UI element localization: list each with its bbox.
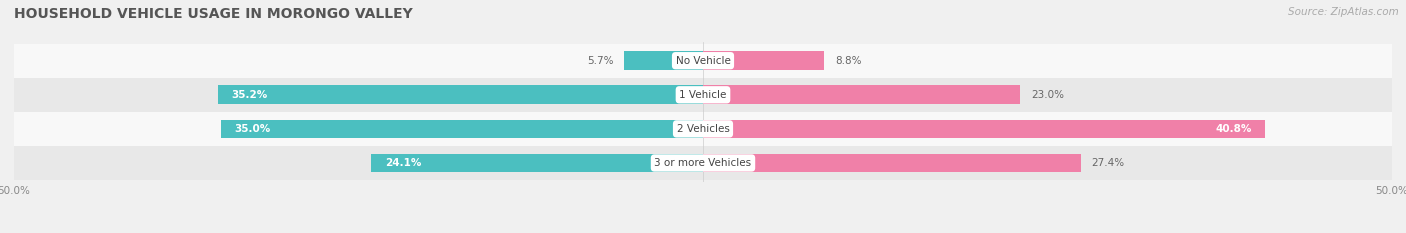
Text: HOUSEHOLD VEHICLE USAGE IN MORONGO VALLEY: HOUSEHOLD VEHICLE USAGE IN MORONGO VALLE… xyxy=(14,7,413,21)
Bar xyxy=(371,154,703,172)
Bar xyxy=(703,154,1081,172)
Text: 1 Vehicle: 1 Vehicle xyxy=(679,90,727,100)
Bar xyxy=(703,86,1019,104)
Bar xyxy=(221,120,703,138)
Bar xyxy=(624,51,703,70)
Text: 3 or more Vehicles: 3 or more Vehicles xyxy=(654,158,752,168)
Text: 24.1%: 24.1% xyxy=(385,158,420,168)
Bar xyxy=(218,86,703,104)
Text: Source: ZipAtlas.com: Source: ZipAtlas.com xyxy=(1288,7,1399,17)
Text: 8.8%: 8.8% xyxy=(835,56,862,66)
Text: 40.8%: 40.8% xyxy=(1215,124,1251,134)
Bar xyxy=(14,112,1392,146)
Text: 5.7%: 5.7% xyxy=(586,56,613,66)
Text: 23.0%: 23.0% xyxy=(1031,90,1064,100)
Bar xyxy=(14,78,1392,112)
Text: 35.0%: 35.0% xyxy=(235,124,271,134)
Bar xyxy=(14,146,1392,180)
Bar xyxy=(703,120,1265,138)
Text: 2 Vehicles: 2 Vehicles xyxy=(676,124,730,134)
Bar xyxy=(14,44,1392,78)
Text: 35.2%: 35.2% xyxy=(232,90,269,100)
Text: 27.4%: 27.4% xyxy=(1091,158,1125,168)
Text: No Vehicle: No Vehicle xyxy=(675,56,731,66)
Bar xyxy=(703,51,824,70)
